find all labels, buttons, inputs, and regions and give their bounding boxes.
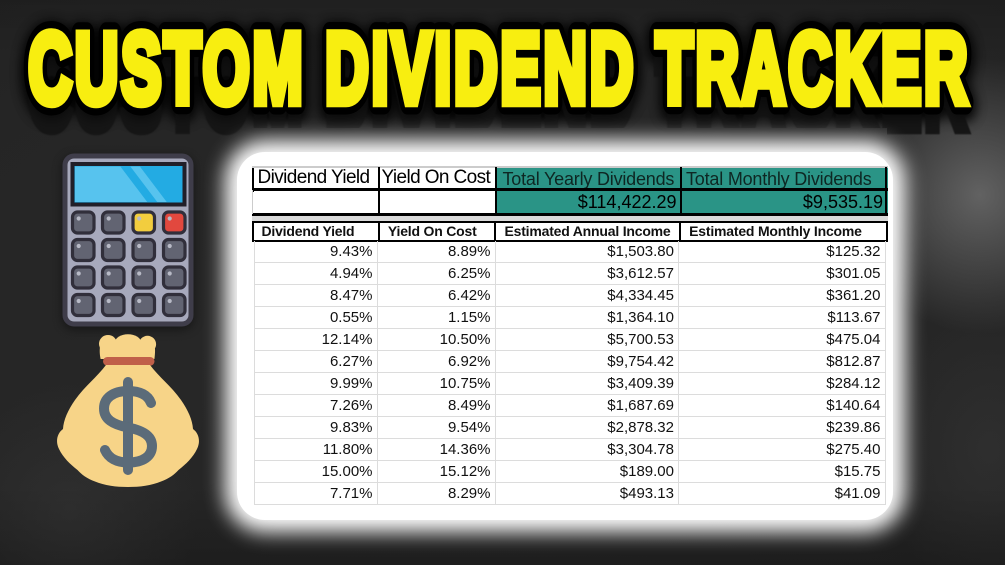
svg-text:CUSTOM DIVIDEND TRACKER: CUSTOM DIVIDEND TRACKER <box>29 13 971 124</box>
svg-text:CUSTOM DIVIDEND TRACKER: CUSTOM DIVIDEND TRACKER <box>29 16 971 127</box>
svg-text:CUSTOM DIVIDEND TRACKER: CUSTOM DIVIDEND TRACKER <box>29 13 971 124</box>
